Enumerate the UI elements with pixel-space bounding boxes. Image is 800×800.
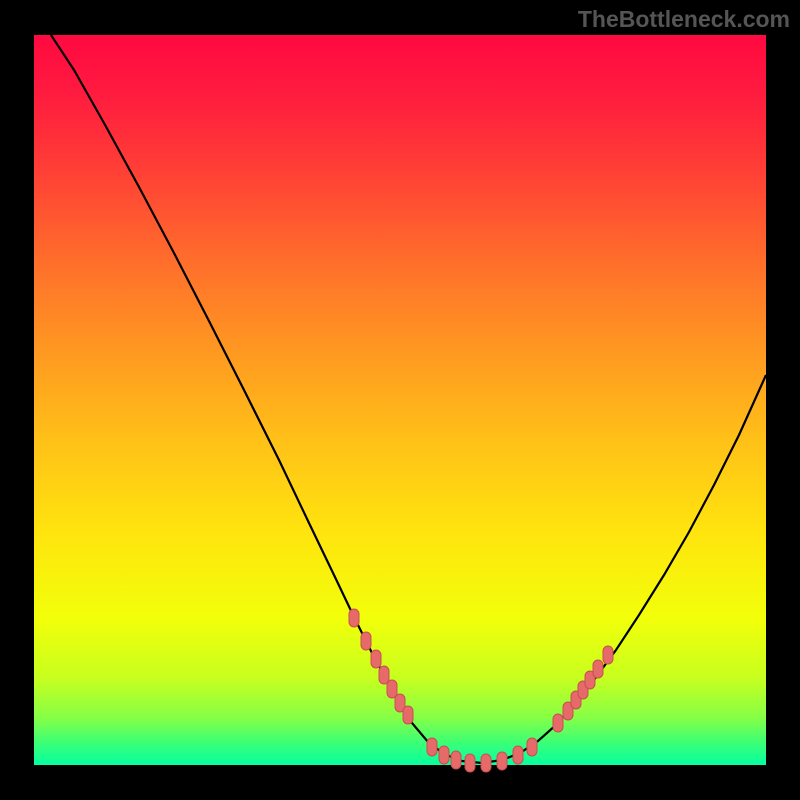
bottleneck-curve-chart xyxy=(0,0,800,800)
marker-point xyxy=(427,738,437,756)
marker-point xyxy=(481,754,491,772)
marker-point xyxy=(361,632,371,650)
marker-point xyxy=(439,746,449,764)
marker-point xyxy=(349,609,359,627)
marker-point xyxy=(371,650,381,668)
gradient-plot-area xyxy=(34,35,766,765)
marker-point xyxy=(451,751,461,769)
marker-point xyxy=(387,680,397,698)
marker-point xyxy=(527,738,537,756)
marker-point xyxy=(379,666,389,684)
marker-point xyxy=(497,752,507,770)
marker-point xyxy=(513,746,523,764)
marker-point xyxy=(553,714,563,732)
chart-frame: TheBottleneck.com xyxy=(0,0,800,800)
marker-point xyxy=(403,706,413,724)
marker-point xyxy=(593,660,603,678)
marker-point xyxy=(603,646,613,664)
watermark-text: TheBottleneck.com xyxy=(578,6,790,33)
marker-point xyxy=(465,754,475,772)
